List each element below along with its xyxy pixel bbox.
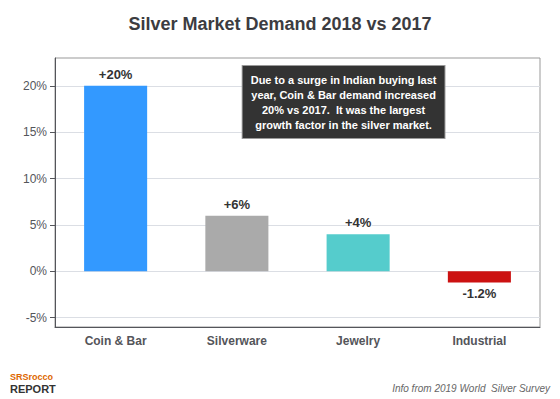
svg-text:Silverware: Silverware xyxy=(207,334,267,348)
svg-text:Info from 2019 World Silver S: Info from 2019 World Silver Survey xyxy=(392,383,551,394)
svg-text:Industrial: Industrial xyxy=(452,334,506,348)
svg-text:0%: 0% xyxy=(30,264,48,278)
svg-text:+20%: +20% xyxy=(99,67,133,82)
svg-text:SRSrocco: SRSrocco xyxy=(10,372,54,382)
svg-text:Silver Market Demand 2018 vs 2: Silver Market Demand 2018 vs 2017 xyxy=(128,14,431,34)
svg-text:+4%: +4% xyxy=(345,215,372,230)
svg-text:Due to a surge in Indian buyin: Due to a surge in Indian buying last xyxy=(251,74,437,86)
svg-text:-5%: -5% xyxy=(26,311,48,325)
svg-text:15%: 15% xyxy=(23,125,47,139)
svg-text:Coin & Bar: Coin & Bar xyxy=(85,334,147,348)
svg-text:-1.2%: -1.2% xyxy=(462,286,496,301)
svg-text:20%: 20% xyxy=(23,79,47,93)
svg-text:growth factor in the silver ma: growth factor in the silver market. xyxy=(255,119,432,131)
svg-text:20% vs 2017. It was the large: 20% vs 2017. It was the largest xyxy=(262,104,426,116)
svg-text:+6%: +6% xyxy=(224,197,251,212)
svg-text:REPORT: REPORT xyxy=(10,383,56,395)
svg-text:5%: 5% xyxy=(30,218,48,232)
svg-text:year, Coin & Bar demand increa: year, Coin & Bar demand increased xyxy=(251,89,436,101)
svg-text:Jewelry: Jewelry xyxy=(336,334,380,348)
svg-text:10%: 10% xyxy=(23,172,47,186)
